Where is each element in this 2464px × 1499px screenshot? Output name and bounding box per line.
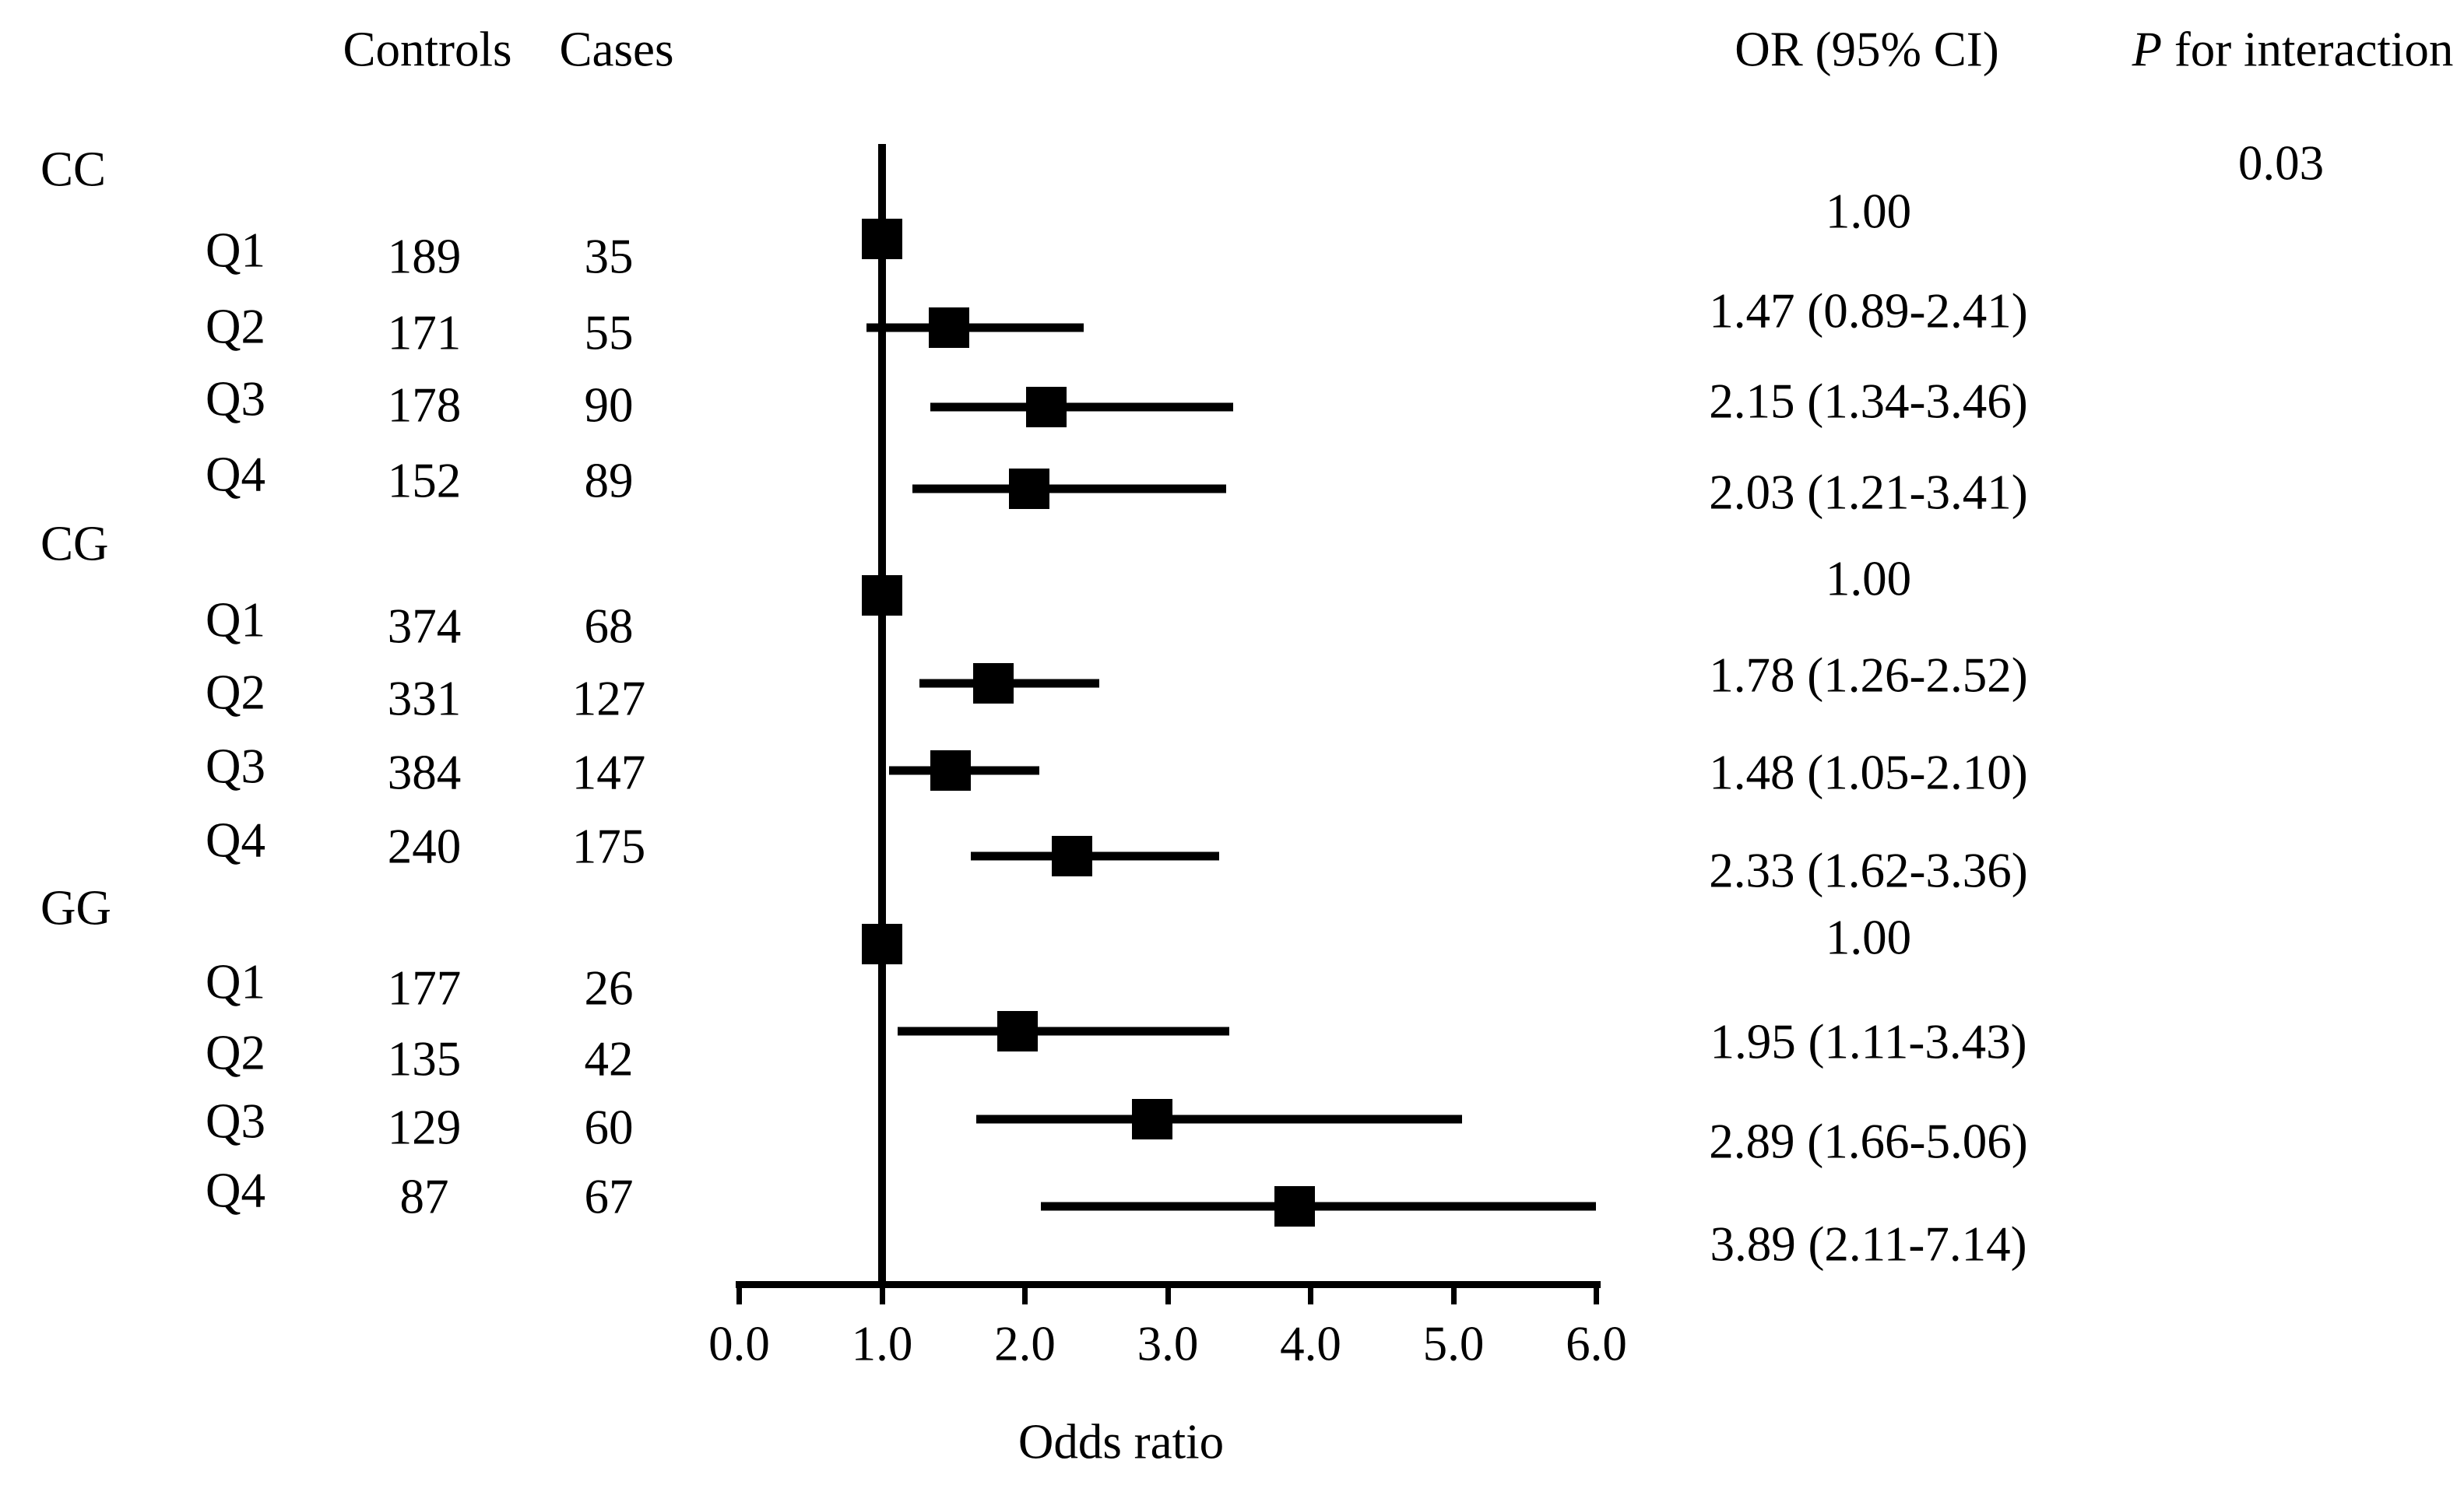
or-marker	[997, 1011, 1039, 1051]
quartile-label: Q4	[206, 1163, 265, 1218]
quartile-label: Q1	[206, 223, 265, 278]
column-header-or-ci: OR (95% CI)	[1735, 22, 1999, 77]
controls-count: 152	[387, 453, 462, 508]
reference-line	[878, 144, 886, 1285]
or-marker	[930, 750, 972, 791]
cases-count: 175	[571, 819, 646, 874]
p-italic-letter: P	[2132, 22, 2163, 77]
group-label: CG	[40, 516, 109, 571]
controls-count: 129	[387, 1100, 462, 1155]
p-interaction-value: 0.03	[2237, 135, 2325, 191]
p-header-rest: for interaction	[2162, 22, 2454, 77]
ci-whisker	[898, 1027, 1229, 1036]
or-ci-value: 3.89 (2.11-7.14)	[1710, 1216, 2027, 1272]
cases-count: 90	[584, 377, 634, 433]
ci-whisker	[1040, 1202, 1597, 1211]
x-axis-tick	[1165, 1281, 1171, 1304]
quartile-label: Q3	[206, 371, 265, 427]
or-marker	[1274, 1186, 1316, 1227]
cases-count: 42	[584, 1031, 634, 1087]
quartile-label: Q2	[206, 665, 265, 720]
or-marker	[973, 663, 1014, 704]
cases-count: 55	[584, 305, 634, 360]
or-ci-value: 1.00	[1825, 910, 1912, 965]
controls-count: 177	[387, 960, 462, 1016]
quartile-label: Q3	[206, 1094, 265, 1149]
controls-count: 374	[387, 599, 462, 654]
group-label: CC	[40, 142, 107, 197]
or-ci-value: 2.15 (1.34-3.46)	[1709, 374, 2028, 429]
or-marker	[1052, 836, 1093, 876]
cases-count: 89	[584, 453, 634, 508]
cases-count: 67	[584, 1169, 634, 1224]
cases-count: 127	[571, 671, 646, 726]
x-axis-label: Odds ratio	[1018, 1414, 1225, 1469]
or-ci-value: 1.78 (1.26-2.52)	[1709, 648, 2028, 703]
ci-whisker	[930, 402, 1234, 412]
or-ci-value: 1.48 (1.05-2.10)	[1709, 745, 2028, 800]
quartile-label: Q1	[206, 954, 265, 1009]
controls-count: 178	[387, 377, 462, 433]
quartile-label: Q2	[206, 299, 265, 354]
or-marker	[862, 924, 902, 964]
or-ci-value: 1.00	[1825, 551, 1912, 606]
or-ci-value: 1.95 (1.11-3.43)	[1710, 1014, 2027, 1069]
or-ci-value: 2.33 (1.62-3.36)	[1709, 843, 2028, 898]
quartile-label: Q2	[206, 1025, 265, 1080]
or-marker	[1009, 469, 1049, 509]
x-axis-tick-label: 3.0	[1137, 1316, 1199, 1371]
or-ci-value: 2.89 (1.66-5.06)	[1709, 1114, 2028, 1169]
controls-count: 240	[387, 819, 462, 874]
or-marker	[862, 575, 902, 616]
x-axis-tick-label: 6.0	[1566, 1316, 1627, 1371]
controls-count: 87	[399, 1169, 449, 1224]
quartile-label: Q4	[206, 813, 265, 868]
or-marker	[1026, 387, 1067, 427]
controls-count: 135	[387, 1031, 462, 1087]
or-marker	[929, 307, 970, 348]
or-ci-value: 2.03 (1.21-3.41)	[1709, 465, 2028, 520]
column-header-cases: Cases	[559, 22, 674, 77]
ci-whisker	[976, 1115, 1462, 1124]
cases-count: 60	[584, 1100, 634, 1155]
controls-count: 331	[387, 671, 462, 726]
controls-count: 384	[387, 745, 462, 800]
x-axis-tick	[879, 1281, 885, 1304]
or-marker	[862, 219, 902, 259]
cases-count: 35	[584, 229, 634, 284]
x-axis-tick	[736, 1281, 742, 1304]
controls-count: 189	[387, 229, 462, 284]
or-ci-value: 1.00	[1825, 184, 1912, 239]
quartile-label: Q4	[206, 447, 265, 502]
x-axis-tick-label: 5.0	[1422, 1316, 1485, 1371]
group-label: GG	[40, 880, 111, 936]
ci-whisker	[912, 484, 1227, 493]
controls-count: 171	[387, 305, 462, 360]
x-axis-tick-label: 2.0	[994, 1316, 1056, 1371]
ci-whisker	[970, 851, 1220, 861]
quartile-label: Q1	[206, 592, 265, 648]
cases-count: 68	[584, 599, 634, 654]
cases-count: 26	[584, 960, 634, 1016]
x-axis-tick	[1594, 1281, 1599, 1304]
x-axis-tick	[1022, 1281, 1028, 1304]
x-axis-tick-label: 0.0	[708, 1316, 770, 1371]
x-axis-tick-label: 4.0	[1280, 1316, 1341, 1371]
x-axis-tick-label: 1.0	[851, 1316, 913, 1371]
or-ci-value: 1.47 (0.89-2.41)	[1709, 283, 2028, 339]
x-axis-tick	[1308, 1281, 1313, 1304]
column-header-p-interaction: P for interaction	[2132, 22, 2454, 77]
ci-whisker	[866, 323, 1084, 332]
or-marker	[1131, 1099, 1172, 1139]
column-header-controls: Controls	[343, 22, 512, 77]
x-axis-tick	[1450, 1281, 1457, 1304]
cases-count: 147	[571, 745, 646, 800]
quartile-label: Q3	[206, 739, 265, 794]
